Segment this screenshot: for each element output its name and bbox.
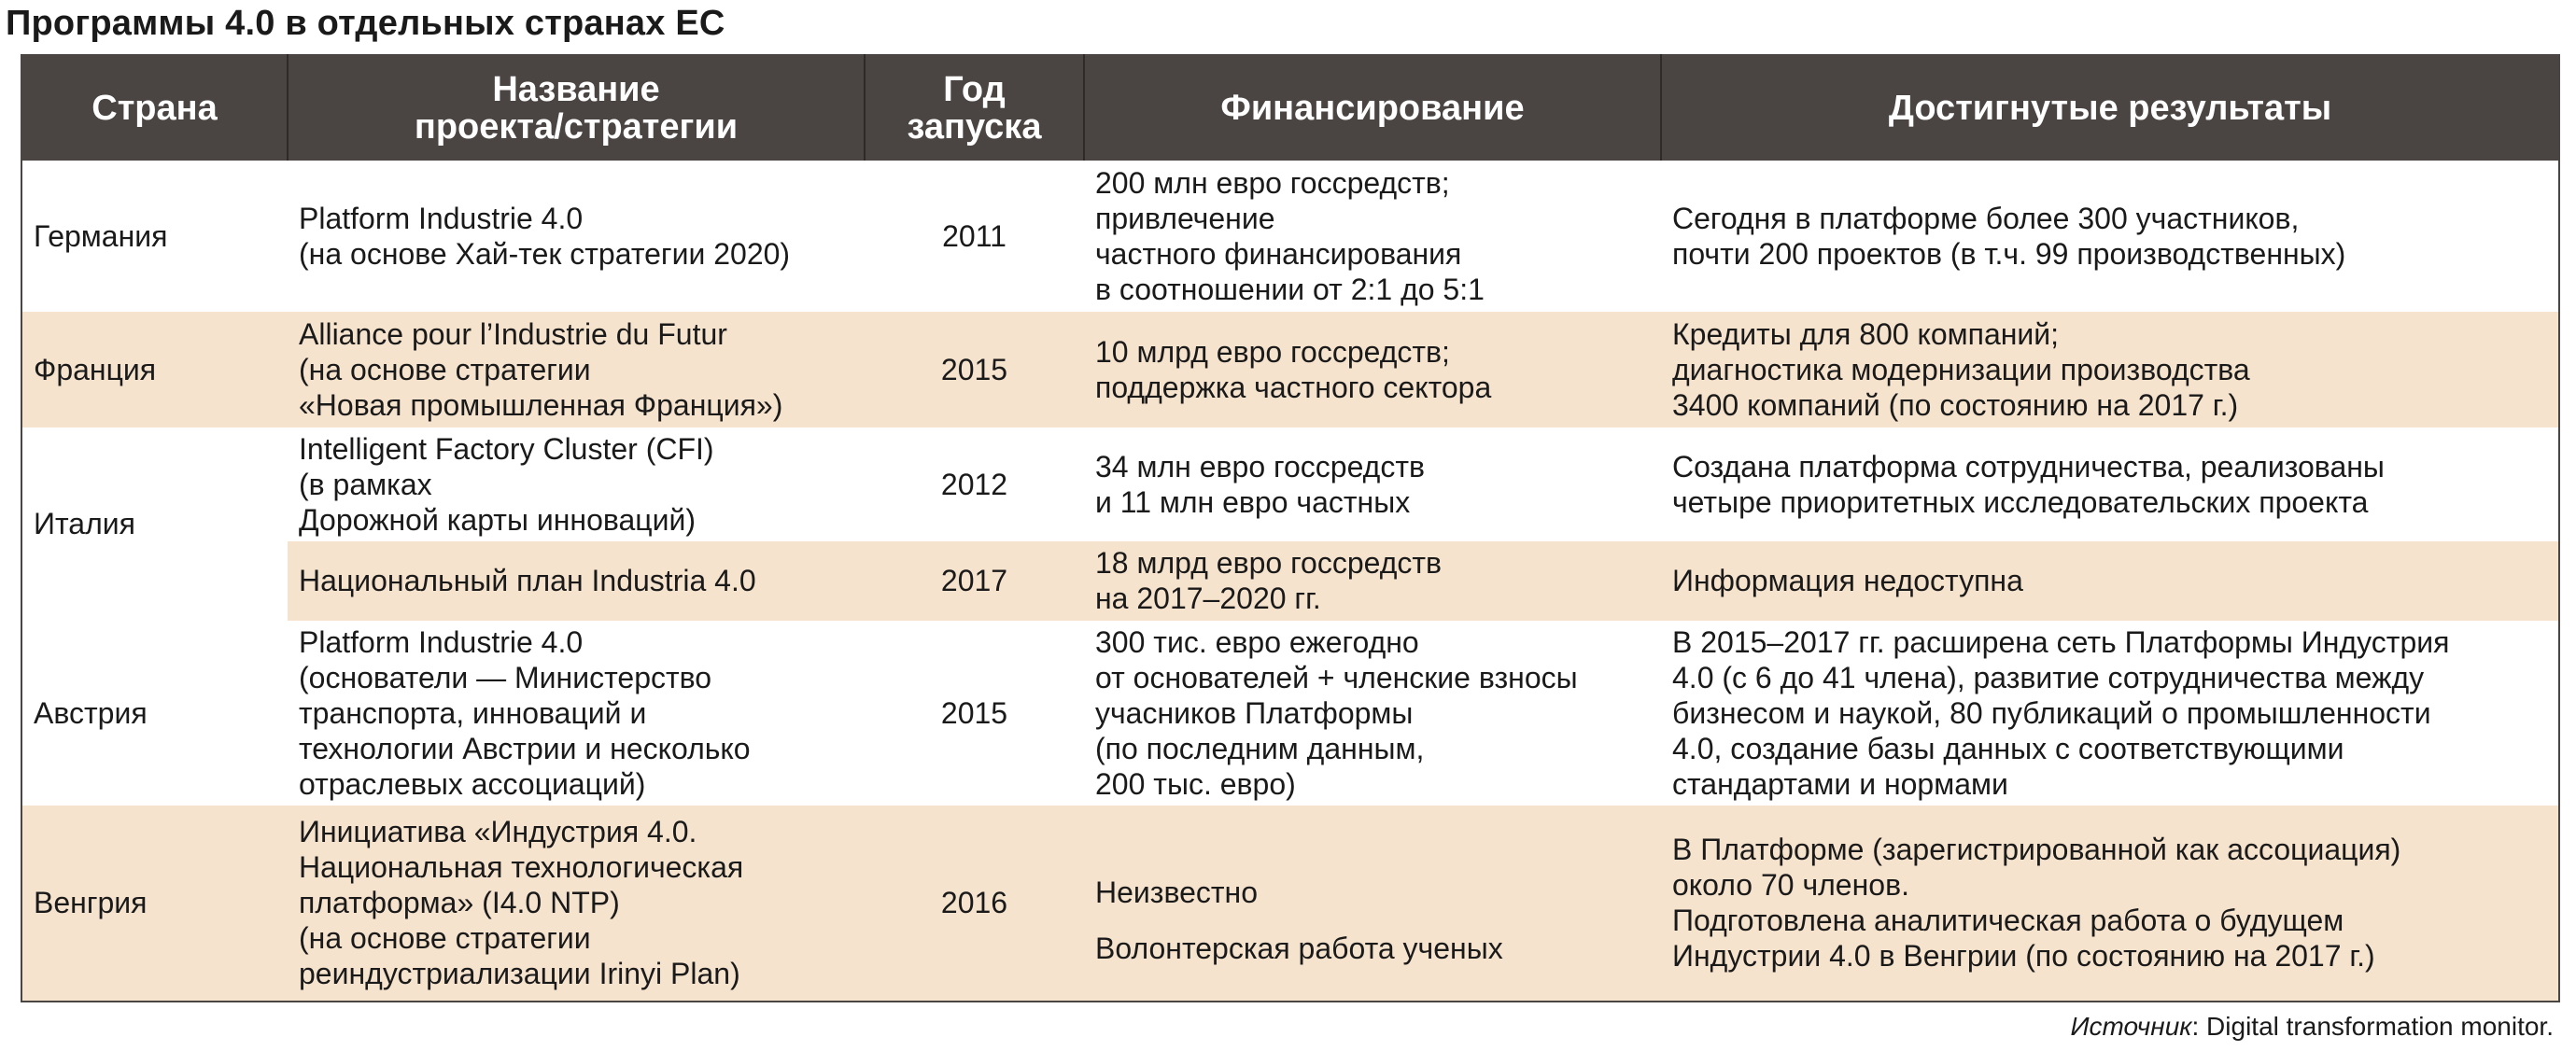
cell-year: 2011	[865, 161, 1084, 313]
cell-results: Кредиты для 800 компаний; диагностика мо…	[1661, 312, 2559, 428]
funding-gap	[1095, 910, 1650, 931]
table-row-germany: Германия Platform Industrie 4.0 (на осно…	[21, 161, 2559, 313]
header-project: Название проекта/стратегии	[288, 55, 866, 161]
cell-year: 2015	[865, 312, 1084, 428]
header-funding: Финансирование	[1084, 55, 1662, 161]
header-results: Достигнутые результаты	[1661, 55, 2559, 161]
cell-results: Создана платформа сотрудничества, реализ…	[1661, 427, 2559, 542]
table-row-italy-1: Италия Intelligent Factory Cluster (CFI)…	[21, 427, 2559, 621]
cell-project: Alliance pour l’Industrie du Futur (на о…	[288, 312, 865, 428]
source-text: : Digital transformation monitor.	[2191, 1012, 2555, 1041]
cell-funding: 200 млн евро госсредств; привлечение час…	[1084, 161, 1661, 313]
cell-results: В 2015–2017 гг. расширена сеть Платформы…	[1661, 620, 2559, 806]
cell-results: Сегодня в платформе более 300 участников…	[1661, 161, 2559, 313]
programs-table: Страна Название проекта/стратегии Год за…	[21, 54, 2560, 1002]
cell-country: Австрия	[21, 620, 288, 806]
source-note: Источник: Digital transformation monitor…	[2070, 1012, 2554, 1042]
cell-year: 2017	[865, 541, 1084, 621]
cell-country: Италия	[21, 427, 288, 621]
header-year: Год запуска	[865, 55, 1085, 161]
cell-project: Национальный план Industria 4.0	[288, 541, 865, 621]
cell-funding: 18 млрд евро госсредств на 2017–2020 гг.	[1084, 541, 1661, 621]
table-row-hungary: Венгрия Инициатива «Индустрия 4.0. Нацио…	[21, 805, 2559, 1002]
cell-funding: 300 тис. евро ежегодно от основателей + …	[1084, 620, 1661, 806]
table-header-row: Страна Название проекта/стратегии Год за…	[21, 55, 2559, 161]
cell-project: Platform Industrie 4.0 (основатели — Мин…	[288, 620, 865, 806]
cell-results: Информация недоступна	[1661, 541, 2559, 621]
cell-country: Венгрия	[21, 805, 288, 1002]
source-label: Источник	[2070, 1012, 2192, 1041]
cell-project: Инициатива «Индустрия 4.0. Национальная …	[288, 805, 865, 1002]
table-row-france: Франция Alliance pour l’Industrie du Fut…	[21, 312, 2559, 428]
cell-project: Platform Industrie 4.0 (на основе Хай-те…	[288, 161, 865, 313]
cell-year: 2015	[865, 620, 1084, 806]
funding-line-a: Неизвестно	[1095, 876, 1259, 910]
cell-project: Intelligent Factory Cluster (CFI) (в рам…	[288, 427, 865, 542]
header-country: Страна	[21, 55, 289, 161]
page-title: Программы 4.0 в отдельных странах ЕС	[6, 4, 725, 43]
cell-funding: 34 млн евро госсредств и 11 млн евро час…	[1084, 427, 1661, 542]
cell-country: Германия	[21, 161, 288, 313]
cell-results: В Платформе (зарегистрированной как ассо…	[1661, 805, 2559, 1002]
funding-line-b: Волонтерская работа ученых	[1095, 932, 1503, 966]
cell-funding: Неизвестно Волонтерская работа ученых	[1084, 805, 1661, 1002]
cell-year: 2016	[865, 805, 1084, 1002]
cell-year: 2012	[865, 427, 1084, 542]
table-row-austria: Австрия Platform Industrie 4.0 (основате…	[21, 620, 2559, 806]
table-row-italy-2: Национальный план Industria 4.0 2017 18 …	[21, 541, 2559, 621]
cell-funding: 10 млрд евро госсредств; поддержка частн…	[1084, 312, 1661, 428]
cell-country: Франция	[21, 312, 288, 428]
